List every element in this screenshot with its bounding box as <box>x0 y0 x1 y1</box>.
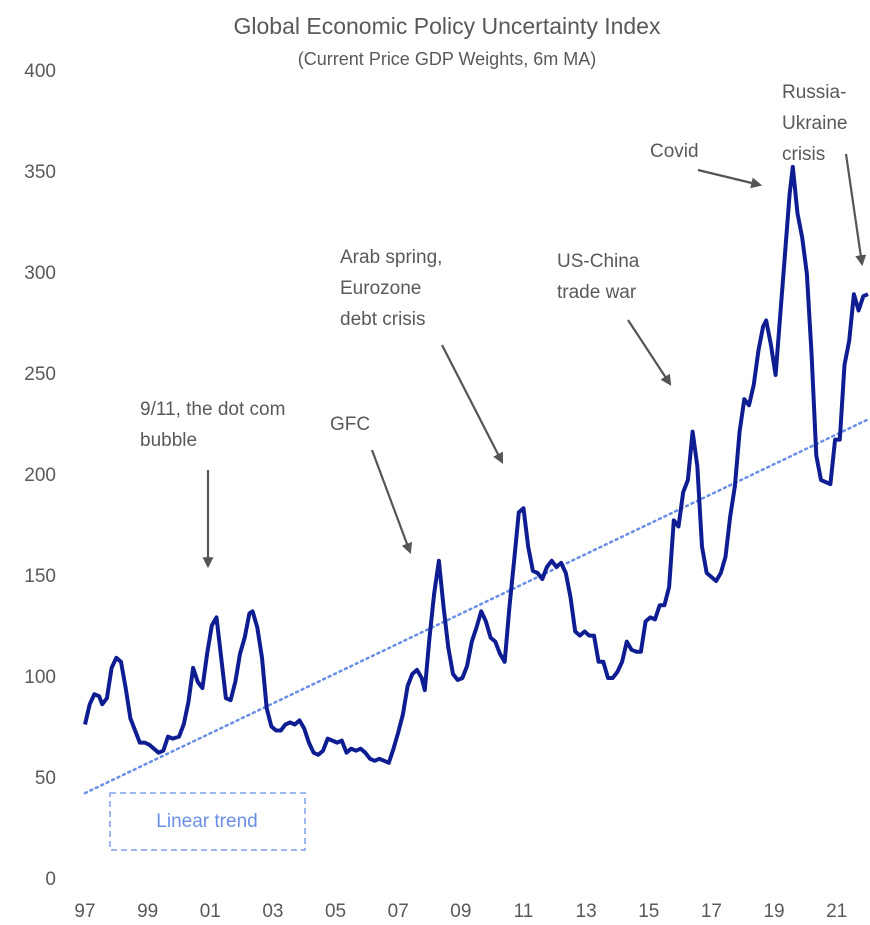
y-tick-label: 200 <box>24 465 56 486</box>
data-line <box>83 164 869 765</box>
annotation: GFC <box>330 414 370 435</box>
x-tick-label: 09 <box>450 901 471 922</box>
arrow <box>370 449 413 555</box>
y-tick-label: 350 <box>24 162 56 183</box>
annotation: debt crisis <box>340 309 426 330</box>
chart-subtitle: (Current Price GDP Weights, 6m MA) <box>298 49 596 69</box>
y-tick-label: 50 <box>35 768 56 789</box>
y-tick-label: 250 <box>24 364 56 385</box>
annotation: Russia- <box>782 82 846 103</box>
trend-line <box>83 418 870 795</box>
y-tick-label: 100 <box>24 667 56 688</box>
annotation: Ukraine <box>782 113 847 134</box>
y-tick-label: 0 <box>45 869 56 890</box>
annotation: Covid <box>650 141 699 162</box>
chart-title: Global Economic Policy Uncertainty Index <box>234 13 661 39</box>
y-tick-label: 400 <box>24 61 56 82</box>
x-tick-label: 19 <box>763 901 784 922</box>
x-tick-label: 97 <box>74 901 95 922</box>
y-tick-label: 150 <box>24 566 56 587</box>
annotation: bubble <box>140 430 197 451</box>
annotation: Arab spring, <box>340 247 442 268</box>
annotation: 9/11, the dot com <box>140 399 285 420</box>
x-tick-label: 01 <box>200 901 221 922</box>
annotation: Eurozone <box>340 278 421 299</box>
annotation: crisis <box>782 144 825 165</box>
annotation: trade war <box>557 282 637 303</box>
y-tick-label: 300 <box>24 263 56 284</box>
x-tick-label: 21 <box>826 901 847 922</box>
x-tick-label: 13 <box>576 901 597 922</box>
arrow <box>441 344 504 464</box>
x-tick-label: 15 <box>638 901 659 922</box>
x-tick-label: 05 <box>325 901 346 922</box>
x-tick-label: 07 <box>388 901 409 922</box>
x-tick-label: 11 <box>514 901 534 922</box>
arrow <box>844 153 867 267</box>
arrow <box>697 168 763 189</box>
arrow <box>627 319 672 386</box>
x-tick-label: 17 <box>701 901 722 922</box>
legend-label: Linear trend <box>156 811 257 832</box>
annotation-arrows <box>202 153 867 569</box>
legend-box <box>109 792 306 851</box>
x-tick-label: 99 <box>137 901 158 922</box>
x-tick-label: 03 <box>262 901 283 922</box>
annotation: US-China <box>557 251 640 272</box>
